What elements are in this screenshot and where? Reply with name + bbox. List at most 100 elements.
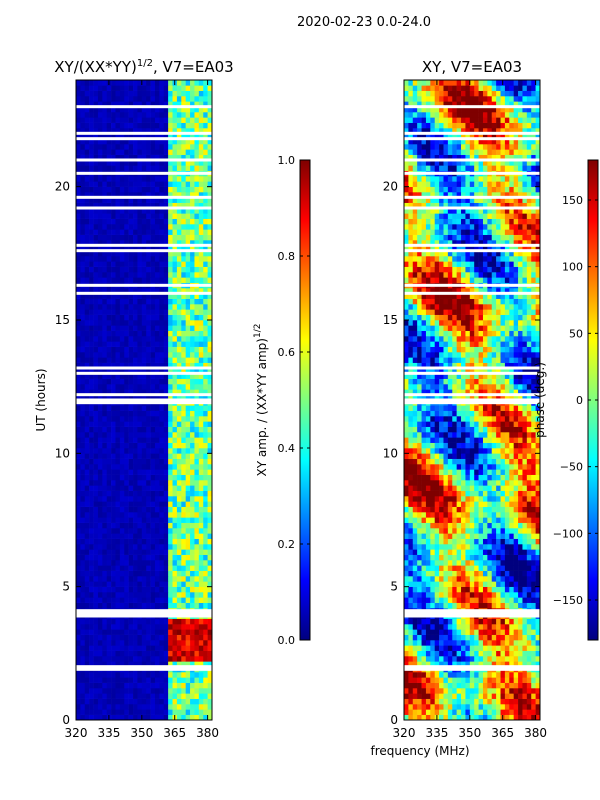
- heatmap-cell: [439, 544, 444, 550]
- heatmap-cell: [111, 352, 116, 358]
- heatmap-cell: [128, 218, 134, 225]
- heatmap-cell: [150, 394, 156, 401]
- heatmap-cell: [154, 528, 160, 534]
- heatmap-cell: [531, 624, 536, 630]
- heatmap-cell: [111, 410, 116, 417]
- heatmap-cell: [150, 581, 156, 587]
- heatmap-cell: [150, 293, 156, 299]
- heatmap-cell: [76, 576, 81, 582]
- heatmap-cell: [93, 501, 99, 507]
- heatmap-cell: [93, 80, 99, 86]
- heatmap-cell: [80, 234, 86, 241]
- heatmap-cell: [111, 245, 116, 251]
- heatmap-cell: [154, 592, 160, 598]
- heatmap-cell: [412, 709, 418, 715]
- heatmap-cell: [106, 474, 112, 481]
- heatmap-cell: [203, 314, 208, 321]
- heatmap-cell: [163, 416, 169, 422]
- heatmap-cell: [141, 570, 147, 577]
- heatmap-cell: [526, 522, 532, 529]
- heatmap-cell: [137, 693, 143, 699]
- heatmap-cell: [106, 565, 112, 571]
- heatmap-cell: [89, 650, 94, 657]
- heatmap-cell: [93, 448, 99, 454]
- heatmap-cell: [150, 298, 156, 305]
- heatmap-cell: [146, 704, 151, 710]
- heatmap-cell: [465, 602, 471, 609]
- heatmap-cell: [89, 218, 94, 225]
- heatmap-cell: [469, 650, 475, 657]
- heatmap-cell: [417, 576, 422, 582]
- heatmap-cell: [124, 234, 129, 241]
- heatmap-cell: [198, 336, 204, 342]
- heatmap-cell: [84, 245, 90, 251]
- heatmap-cell: [115, 640, 121, 646]
- heatmap-cell: [154, 677, 160, 683]
- heatmap-cell: [190, 154, 195, 161]
- heatmap-cell: [159, 474, 165, 481]
- heatmap-cell: [159, 320, 165, 326]
- heatmap-cell: [412, 517, 418, 523]
- heatmap-cell: [159, 485, 165, 491]
- heatmap-cell: [111, 501, 116, 507]
- heatmap-cell: [474, 650, 479, 657]
- heatmap-cell: [159, 389, 165, 395]
- heatmap-cell: [194, 586, 200, 593]
- heatmap-cell: [106, 325, 112, 331]
- heatmap-cell: [80, 224, 86, 230]
- heatmap-cell: [190, 112, 195, 118]
- heatmap-cell: [425, 677, 431, 683]
- heatmap-cell: [203, 330, 208, 337]
- heatmap-cell: [181, 384, 186, 390]
- heatmap-cell: [115, 421, 121, 427]
- heatmap-cell: [150, 304, 156, 310]
- heatmap-cell: [163, 288, 169, 294]
- heatmap-cell: [194, 597, 200, 603]
- heatmap-cell: [181, 704, 186, 710]
- heatmap-cell: [119, 698, 125, 705]
- heatmap-cell: [496, 640, 501, 646]
- heatmap-cell: [526, 629, 532, 635]
- heatmap-cell: [163, 272, 169, 278]
- heatmap-cell: [128, 389, 134, 395]
- heatmap-cell: [181, 336, 186, 342]
- heatmap-cell: [146, 592, 151, 598]
- heatmap-cell: [207, 469, 213, 475]
- heatmap-cell: [97, 85, 103, 91]
- heatmap-cell: [203, 341, 208, 347]
- heatmap-cell: [535, 597, 541, 603]
- heatmap-cell: [137, 138, 143, 145]
- heatmap-cell: [518, 592, 523, 598]
- heatmap-cell: [203, 714, 208, 721]
- heatmap-cell: [89, 250, 94, 257]
- heatmap-cell: [76, 176, 81, 182]
- heatmap-cell: [478, 656, 484, 662]
- heatmap-cell: [194, 634, 200, 641]
- heatmap-cell: [491, 709, 497, 715]
- heatmap-cell: [194, 714, 200, 721]
- heatmap-cell: [203, 501, 208, 507]
- heatmap-cell: [487, 661, 493, 667]
- heatmap-cell: [181, 165, 186, 171]
- heatmap-cell: [154, 154, 160, 161]
- heatmap-cell: [111, 496, 116, 502]
- heatmap-cell: [443, 682, 449, 689]
- heatmap-cell: [159, 469, 165, 475]
- heatmap-cell: [421, 714, 427, 721]
- heatmap-cell: [106, 218, 112, 225]
- heatmap-cell: [102, 213, 108, 219]
- heatmap-cell: [461, 688, 466, 694]
- heatmap-cell: [181, 357, 186, 363]
- heatmap-cell: [80, 501, 86, 507]
- heatmap-cell: [439, 512, 444, 518]
- heatmap-cell: [102, 266, 108, 273]
- heatmap-cell: [102, 90, 108, 97]
- heatmap-cell: [146, 533, 151, 539]
- heatmap-cell: [137, 586, 143, 593]
- heatmap-cell: [496, 554, 501, 561]
- heatmap-cell: [168, 96, 173, 102]
- heatmap-cell: [97, 389, 103, 395]
- heatmap-cell: [408, 682, 414, 689]
- heatmap-cell: [150, 309, 156, 315]
- heatmap-cell: [518, 602, 523, 609]
